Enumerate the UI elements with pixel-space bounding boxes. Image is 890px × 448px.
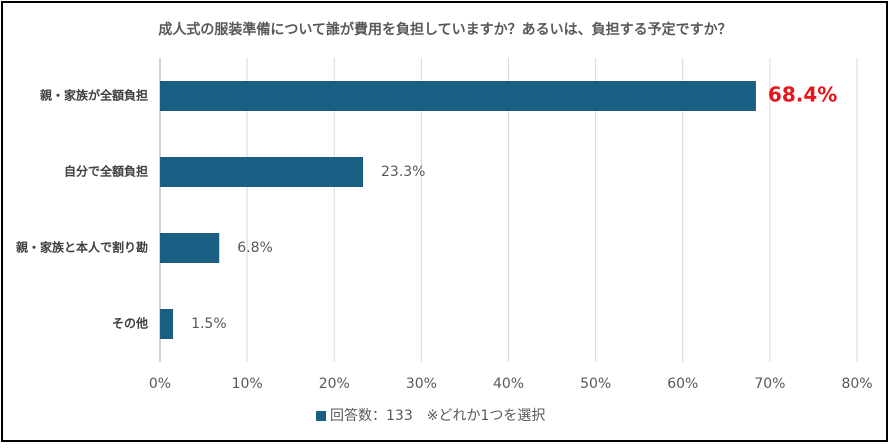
x-tick-label: 20% xyxy=(319,376,350,392)
bar xyxy=(160,81,756,111)
y-tick-label: 親・家族が全額負担 xyxy=(40,88,148,103)
x-tick-label: 70% xyxy=(754,376,785,392)
x-tick-label: 0% xyxy=(149,376,171,392)
y-tick-label: その他 xyxy=(112,316,148,331)
y-tick-label: 親・家族と本人で割り勘 xyxy=(16,240,148,255)
value-label: 68.4% xyxy=(768,83,837,107)
value-label: 6.8% xyxy=(237,240,273,256)
chart-title: 成人式の服装準備について誰が費用を負担していますか？あるいは、負担する予定ですか… xyxy=(158,21,731,38)
bar xyxy=(160,233,220,263)
x-tick-label: 60% xyxy=(667,376,698,392)
value-label: 23.3% xyxy=(381,164,425,180)
bar xyxy=(160,157,364,187)
x-tick-label: 80% xyxy=(841,376,872,392)
x-tick-label: 40% xyxy=(493,376,524,392)
legend-label: 回答数：133 ※どれか1つを選択 xyxy=(330,407,545,424)
x-tick-label: 10% xyxy=(232,376,263,392)
x-tick-label: 30% xyxy=(406,376,437,392)
x-tick-label: 50% xyxy=(580,376,611,392)
bar xyxy=(160,309,174,339)
legend-swatch xyxy=(316,411,326,421)
y-tick-label: 自分で全額負担 xyxy=(64,164,148,179)
value-label: 1.5% xyxy=(191,316,227,332)
